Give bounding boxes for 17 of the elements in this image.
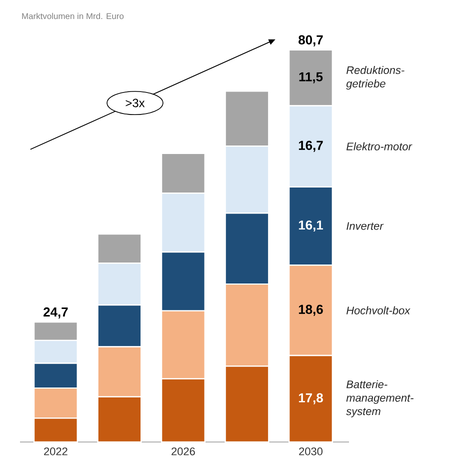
x-tick-label: 2026 [172, 448, 195, 456]
chart-title: Marktvolumen in Mrd. Euro [22, 12, 124, 20]
series-label: Inverter [346, 222, 384, 230]
series-label: Elektro-motor [346, 142, 412, 150]
series-label: Batterie-management-system [346, 380, 414, 418]
x-tick-label: 2030 [299, 448, 322, 456]
series-label: Reduktions-getriebe [346, 66, 404, 90]
data-label: 11,5 [299, 72, 323, 84]
data-label: 16,7 [298, 140, 323, 152]
total-label: 80,7 [298, 35, 323, 46]
data-label: 18,6 [298, 304, 323, 316]
total-label: 24,7 [44, 307, 68, 318]
data-label: 16,1 [298, 220, 323, 232]
annotation: >3x [126, 98, 145, 108]
series-label: Hochvolt-box [346, 306, 410, 314]
data-label: 17,8 [298, 393, 323, 404]
x-tick-label: 2022 [44, 448, 68, 456]
